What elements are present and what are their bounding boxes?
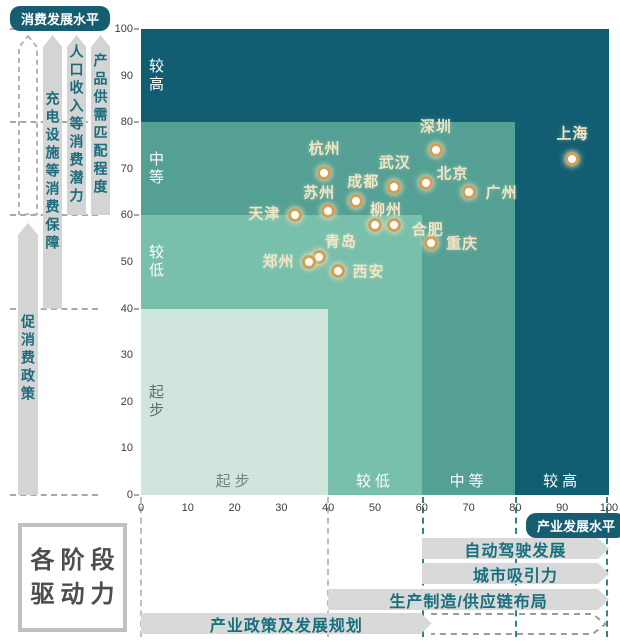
x-tick-label: 90 — [556, 502, 569, 514]
city-point-广州[interactable] — [461, 185, 476, 200]
x-tick-label: 80 — [509, 502, 522, 514]
city-label-合肥: 合肥 — [411, 221, 444, 239]
y-tick-label: 20 — [98, 395, 134, 408]
city-point-重庆[interactable] — [424, 236, 439, 251]
city-label-成都: 成都 — [347, 173, 380, 191]
city-label-西安: 西安 — [352, 263, 385, 281]
city-point-天津[interactable] — [288, 208, 303, 223]
y-tick-label: 50 — [98, 256, 134, 268]
stage-drivers-line2: 驱动力 — [30, 580, 121, 608]
zone-label-较高: 较高 — [147, 57, 164, 94]
y-gridline — [10, 307, 139, 310]
industry-driver-bar: 产业政策及发展规划 — [141, 613, 432, 634]
city-point-郑州[interactable] — [302, 255, 317, 269]
city-label-天津: 天津 — [248, 205, 281, 223]
y-tick-label: 10 — [98, 442, 134, 455]
dashed-extension-arrow — [431, 613, 607, 635]
zone-bottom-label-较低: 较低 — [355, 473, 395, 490]
city-label-武汉: 武汉 — [378, 154, 411, 172]
x-gridline — [606, 497, 608, 637]
zone-label-较低: 较低 — [147, 244, 164, 280]
zone-label-中等: 中等 — [147, 150, 164, 187]
y-tick-label: 0 — [98, 489, 134, 501]
consumption-driver-label: 充电设施等消费保障 — [44, 90, 61, 253]
city-label-广州: 广州 — [485, 184, 518, 202]
y-tick-label: 30 — [98, 349, 134, 362]
city-point-西安[interactable] — [330, 264, 345, 279]
city-point-成都[interactable] — [349, 194, 364, 209]
industry-driver-bar: 自动驾驶发展 — [422, 538, 609, 559]
x-tick-label: 40 — [322, 502, 335, 514]
y-axis-title-badge: 消费发展水平 — [10, 6, 111, 31]
plot-area: 较高 较高 中等 中等 较低 较低 起步 起步 上海 深圳 北京 广州 武汉 杭州 成都 苏州 天津 柳州 合肥 重庆… — [141, 29, 609, 495]
city-label-重庆: 重庆 — [446, 235, 479, 253]
dashed-arrow-bar — [18, 35, 38, 216]
consumption-driver-label: 促消费政策 — [20, 314, 36, 405]
city-point-合肥[interactable] — [386, 217, 401, 232]
city-label-北京: 北京 — [436, 165, 469, 183]
zone-bottom-label-中等: 中等 — [449, 473, 488, 490]
city-label-杭州: 杭州 — [308, 140, 341, 158]
y-tick-label: 40 — [98, 302, 134, 315]
city-label-郑州: 郑州 — [262, 253, 295, 271]
x-tick-label: 60 — [415, 502, 428, 514]
x-tick-label: 70 — [462, 502, 475, 514]
city-point-武汉[interactable] — [386, 180, 401, 195]
x-tick-label: 20 — [228, 502, 241, 514]
consumption-driver-bar: 人口收入等消费潜力 — [67, 35, 86, 216]
zone-label-起步: 起步 — [147, 383, 164, 420]
zone-bottom-label-起步: 起步 — [215, 473, 254, 490]
stage-drivers-box: 各阶段 驱动力 — [18, 523, 127, 632]
x-tick-label: 10 — [181, 502, 194, 514]
city-point-杭州[interactable] — [316, 166, 331, 181]
stage-drivers-line1: 各阶段 — [30, 546, 121, 574]
y-gridline — [10, 494, 139, 496]
consumption-driver-label: 产品供需匹配程度 — [92, 53, 109, 198]
x-tick-label: 100 — [599, 502, 619, 514]
city-point-深圳[interactable] — [428, 143, 443, 158]
city-point-上海[interactable] — [564, 152, 579, 167]
city-label-上海: 上海 — [556, 125, 589, 143]
x-tick-label: 0 — [137, 502, 145, 514]
x-axis-title-badge: 产业发展水平 — [526, 513, 620, 538]
city-label-深圳: 深圳 — [419, 118, 452, 136]
city-label-柳州: 柳州 — [369, 201, 403, 219]
x-tick-label: 30 — [275, 502, 288, 514]
consumption-driver-label: 人口收入等消费潜力 — [68, 44, 85, 207]
zone-bottom-label-较高: 较高 — [543, 473, 582, 490]
industry-driver-bar: 城市吸引力 — [422, 563, 609, 584]
x-gridline — [327, 497, 330, 637]
consumption-driver-bar: 产品供需匹配程度 — [91, 35, 110, 216]
city-point-苏州[interactable] — [321, 203, 336, 218]
x-tick-label: 50 — [368, 502, 382, 514]
city-label-苏州: 苏州 — [303, 184, 336, 202]
y-gridline — [10, 214, 139, 217]
consumption-driver-bar: 充电设施等消费保障 — [43, 35, 62, 309]
zone-起步 — [141, 308, 329, 495]
consumption-driver-bar: 促消费政策 — [18, 223, 38, 495]
industry-driver-bar: 生产制造/供应链布局 — [328, 589, 609, 610]
city-label-青岛: 青岛 — [324, 233, 357, 251]
x-gridline — [140, 497, 142, 637]
city-point-柳州[interactable] — [368, 217, 382, 232]
city-point-北京[interactable] — [419, 175, 434, 190]
